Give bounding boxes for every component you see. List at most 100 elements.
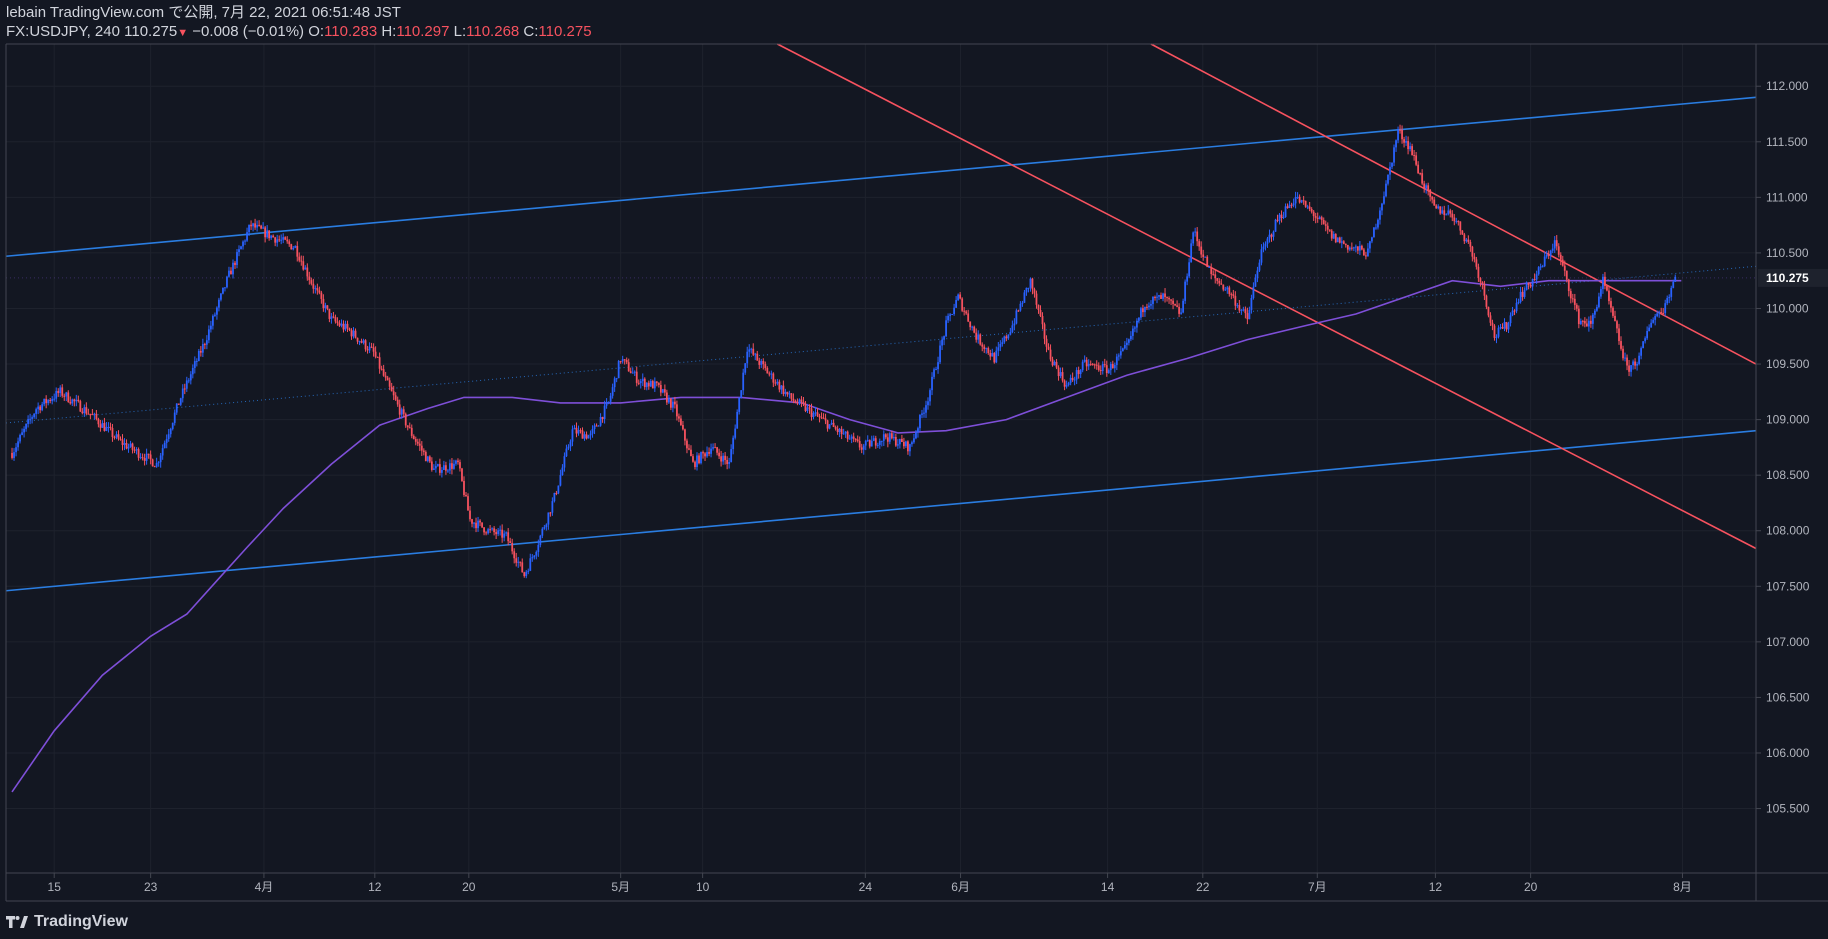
candle [659,380,662,397]
candle [342,320,345,333]
candle [1302,195,1305,205]
candle-body [1158,295,1160,297]
y-tick-label: 111.000 [1766,190,1808,204]
candle [1298,194,1301,204]
candle-body [1009,331,1012,335]
candle [296,241,299,262]
candle [533,555,536,560]
candle [216,306,218,320]
candle [306,263,309,281]
candle [1340,236,1343,249]
candle [708,447,710,457]
candle [766,366,769,374]
candle [826,419,829,432]
candle [1608,286,1610,305]
candle-body [1459,221,1462,231]
candle [1585,318,1588,327]
candle [738,397,741,415]
candle [1316,212,1319,223]
candle-body [674,401,676,405]
candle-body [858,441,861,448]
price-axis[interactable]: 105.500106.000106.500107.000107.500108.0… [1756,79,1828,816]
candle [378,352,381,374]
candle [228,266,230,278]
candle-body [545,524,548,528]
candle [581,427,584,439]
candle-body [1170,299,1172,301]
candle [310,277,313,286]
candle [1509,312,1512,327]
candle-body [1081,361,1084,371]
candle [169,427,172,438]
candle [181,384,184,403]
candle-body [1658,312,1661,314]
candle [1445,213,1448,216]
candle [507,528,510,546]
brand[interactable]: TradingView [6,913,128,931]
candle-body [1264,243,1267,247]
candle-body [1513,310,1516,312]
y-tick-label: 108.000 [1766,524,1810,538]
candle-body [1461,230,1464,235]
candle-body [543,527,546,529]
candle [1589,315,1592,328]
y-tick-label: 111.500 [1766,135,1808,149]
x-tick-label: 4月 [255,880,274,894]
candle-body [708,451,710,454]
y-tick-label: 110.500 [1766,246,1809,260]
candle-body [696,455,698,468]
candle-body [1630,365,1632,372]
candle [1065,380,1068,389]
candle-body [1457,221,1460,223]
candle-body [1493,325,1496,338]
candle [690,445,692,457]
candle-body [314,288,317,290]
candle [1543,251,1546,268]
candle-body [1103,364,1106,366]
candle [1220,279,1223,285]
candle-body [1346,244,1349,250]
candle [177,403,180,405]
candle-body [449,463,451,471]
candle-body [131,443,134,450]
candle-body [738,397,741,412]
candle-body [1192,232,1195,244]
candle-body [573,427,576,430]
candle-body [1067,382,1070,385]
candle-body [1417,164,1420,174]
candle-body [651,381,654,389]
candle-body [467,496,469,511]
candle [1656,310,1659,318]
candle-body [726,459,729,464]
candle-body [1176,305,1178,307]
candle-body [1250,298,1253,311]
candle [416,438,419,447]
time-axis[interactable]: 15 23 4月 12 20 5月 10 24 6月 14 22 7月 12 20 8月 [48,873,1692,894]
candle [527,568,530,575]
candle-body [426,456,429,462]
candle [1055,358,1058,370]
candle [1222,284,1225,292]
candle-body [589,433,592,436]
candle-body [657,382,660,385]
candle-body [1523,289,1526,297]
candle-body [663,389,666,393]
candle [983,344,986,353]
candle-body [539,535,542,545]
candle-body [698,455,700,464]
candle-body [17,441,19,448]
candle [953,303,956,316]
candle-body [453,463,455,469]
candle [312,278,315,294]
candle [722,452,725,465]
trendlines[interactable] [5,43,1757,592]
candle [1268,229,1271,243]
candle [1473,253,1476,263]
candle-body [1025,287,1028,293]
dotted-trendline [5,265,1757,424]
candle [1162,292,1164,302]
candle [1324,220,1327,232]
candle [1069,374,1072,386]
candle [804,401,807,413]
